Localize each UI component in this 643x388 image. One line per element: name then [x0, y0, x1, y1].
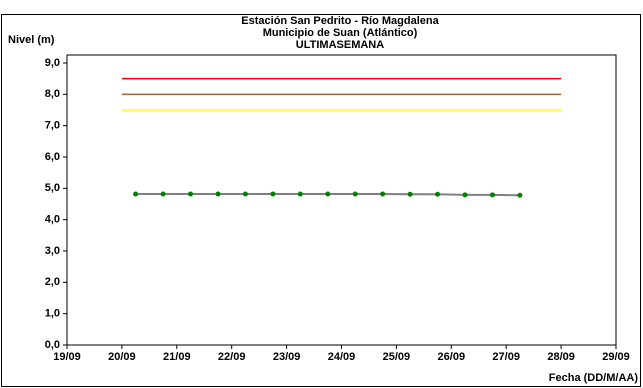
x-tick-label: 20/09: [108, 351, 136, 363]
x-tick-label: 19/09: [53, 351, 81, 363]
data-point: [380, 191, 386, 197]
x-tick-label: 25/09: [383, 351, 411, 363]
y-tick-label: 0,0: [45, 339, 60, 351]
y-axis-label: Nivel (m): [8, 34, 55, 46]
x-tick-label: 28/09: [547, 351, 575, 363]
data-point: [188, 191, 194, 197]
chart-title: Municipio de Suan (Atlántico): [263, 27, 418, 39]
x-axis-label: Fecha (DD/M/AA): [549, 372, 639, 384]
data-point: [215, 191, 221, 197]
x-tick-label: 22/09: [218, 351, 246, 363]
data-point: [133, 191, 139, 197]
chart-border: [1, 14, 641, 387]
y-tick-label: 6,0: [45, 151, 60, 163]
x-tick-label: 27/09: [492, 351, 520, 363]
x-tick-label: 21/09: [163, 351, 191, 363]
x-tick-label: 29/09: [602, 351, 630, 363]
y-tick-label: 1,0: [45, 308, 60, 320]
data-point: [352, 191, 358, 197]
data-point: [160, 191, 166, 197]
data-point: [242, 191, 248, 197]
y-tick-label: 3,0: [45, 245, 60, 257]
data-point: [325, 191, 331, 197]
data-point: [407, 191, 413, 197]
x-tick-label: 23/09: [273, 351, 301, 363]
chart-title: Estación San Pedrito - Río Magdalena: [241, 15, 439, 27]
y-tick-label: 8,0: [45, 88, 60, 100]
data-point: [270, 191, 276, 197]
y-tick-label: 9,0: [45, 57, 60, 69]
x-tick-label: 24/09: [328, 351, 356, 363]
y-tick-label: 5,0: [45, 182, 60, 194]
data-point: [435, 191, 441, 197]
x-tick-label: 26/09: [438, 351, 466, 363]
data-point: [297, 191, 303, 197]
y-tick-label: 4,0: [45, 214, 60, 226]
data-point: [489, 192, 495, 198]
y-tick-label: 7,0: [45, 120, 60, 132]
chart-title: ULTIMASEMANA: [296, 39, 384, 51]
data-point: [462, 192, 468, 198]
y-tick-label: 2,0: [45, 276, 60, 288]
data-point: [517, 192, 523, 198]
